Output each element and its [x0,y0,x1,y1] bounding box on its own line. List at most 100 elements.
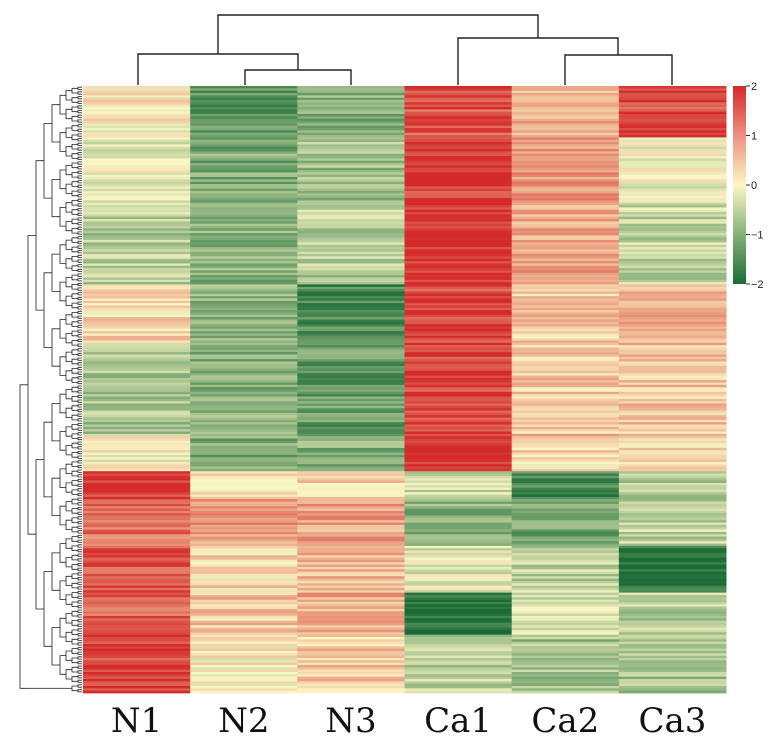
heatmap-cell [511,331,620,334]
heatmap-cell [618,256,727,260]
heatmap-cell [511,356,620,360]
heatmap-cell [83,573,191,577]
heatmap-cell [190,242,298,246]
heatmap-cell [83,515,191,519]
heatmap-cell [404,370,513,374]
heatmap-cell [618,620,727,624]
heatmap-cell [190,611,298,615]
heatmap-cell [511,188,620,192]
heatmap-cell [297,296,405,299]
heatmap-cell [190,261,298,264]
heatmap-cell [618,606,727,610]
heatmap-cell [404,130,513,134]
heatmap-cell [190,641,298,645]
row-dendrogram-branch [59,281,66,302]
row-dendrogram-branch [77,96,82,100]
heatmap-cell [297,205,405,208]
heatmap-cell [404,492,513,495]
heatmap-cell [297,270,405,274]
heatmap-cell [190,648,298,652]
heatmap-cell [618,387,727,390]
heatmap-cell [83,625,191,629]
heatmap-cell [511,342,620,346]
heatmap-cell [511,375,620,379]
heatmap-cell [83,494,191,498]
heatmap-cell [83,186,191,190]
heatmap-cell [404,452,513,456]
heatmap-cell [190,200,298,204]
heatmap-cell [190,373,298,376]
heatmap-cell [511,373,620,376]
heatmap-cell [618,118,727,122]
row-dendrogram-branch [77,418,82,422]
heatmap-cell [297,377,405,381]
row-dendrogram-branch [71,414,78,421]
heatmap-cell [297,121,405,124]
heatmap-cell [190,686,298,689]
row-dendrogram-branch [71,153,78,159]
row-dendrogram-branch [77,110,82,114]
heatmap-cell [511,291,620,295]
heatmap-cell [511,319,620,323]
heatmap-cell [404,417,513,421]
heatmap-cell [83,230,191,234]
heatmap-cell [297,510,405,514]
heatmap-cell [190,195,298,199]
heatmap-cell [618,599,727,603]
row-dendrogram-branch [71,470,78,477]
heatmap-cell [83,538,191,542]
heatmap-cell [297,237,405,241]
row-dendrogram-branch [65,351,72,362]
heatmap-cell [83,433,191,437]
heatmap-cell [618,90,727,94]
heatmap-cell [297,660,405,664]
heatmap-cell [511,212,620,215]
heatmap-cell [404,550,513,554]
heatmap-cell [83,461,191,465]
heatmap-cell [297,527,405,530]
heatmap-cell [618,235,727,239]
row-dendrogram-branch [71,582,78,589]
heatmap-cell [404,321,513,325]
row-dendrogram-branch [77,320,82,324]
column-dendrogram-branch [244,69,352,85]
row-dendrogram-branch [65,202,72,213]
heatmap-cell [618,443,727,446]
heatmap-cell [511,569,620,572]
heatmap-cell [83,317,191,320]
row-dendrogram-branch [71,162,78,169]
heatmap-cell [83,202,191,206]
heatmap-cell [297,235,405,239]
heatmap-cell [404,377,513,381]
heatmap-cell [297,95,405,99]
heatmap-cell [190,104,298,108]
heatmap-cell [511,275,620,278]
row-dendrogram-branch [65,631,72,642]
row-dendrogram-branch [59,207,66,227]
heatmap-cell [618,510,727,514]
heatmap-cell [297,286,405,290]
row-dendrogram-branch [77,656,82,660]
row-dendrogram-branch [71,592,78,598]
row-dendrogram-branch [71,368,78,374]
row-dendrogram-branch [77,558,82,562]
heatmap-cell [190,569,298,572]
heatmap-cell [297,401,405,404]
heatmap-cell [190,566,298,570]
heatmap-cell [404,216,513,220]
heatmap-cell [618,681,727,685]
heatmap-cell [404,118,513,122]
heatmap-cell [83,478,191,481]
heatmap-cell [297,391,405,395]
row-dendrogram-branch [71,564,78,570]
heatmap-cell [190,359,298,362]
heatmap-cell [190,366,298,369]
heatmap-cell [404,258,513,262]
heatmap-cell [404,513,513,516]
heatmap-cell [404,592,513,596]
heatmap-cell [618,499,727,502]
heatmap-cell [297,415,405,418]
heatmap-cell [190,576,298,579]
row-dendrogram-branch [77,408,82,413]
heatmap-cell [511,457,620,460]
